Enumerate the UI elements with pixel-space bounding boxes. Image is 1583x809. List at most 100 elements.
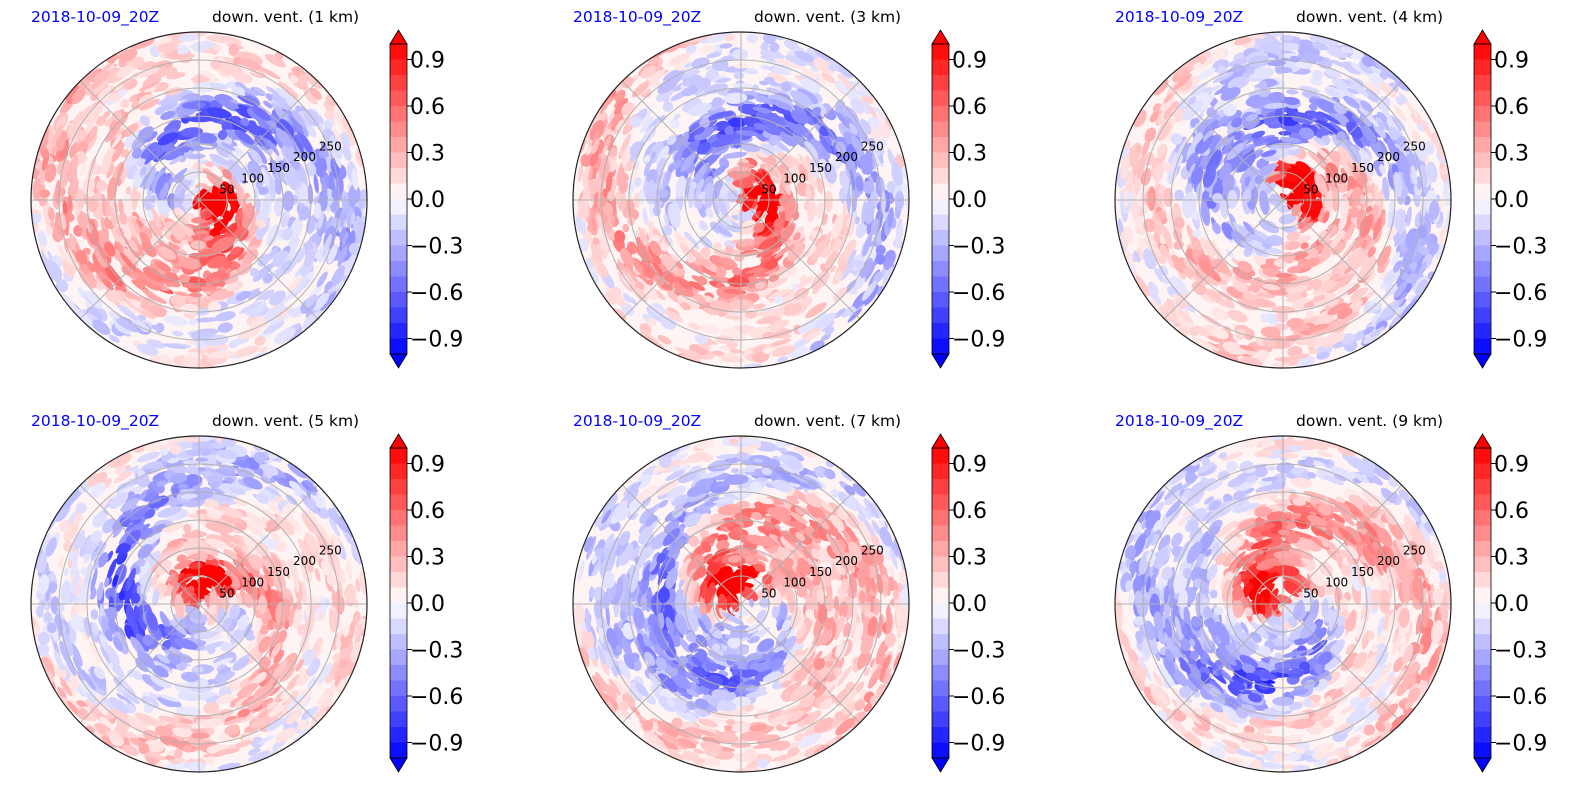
field-cell [715,266,727,278]
field-cell [659,263,668,273]
field-cell [1293,112,1314,121]
field-cell [307,677,317,690]
field-cell [605,171,613,195]
field-cell [634,177,642,187]
field-cell [150,207,162,229]
field-cell [815,312,837,330]
colorbar-segment [390,168,407,185]
field-cell [1160,95,1175,112]
field-cell [1239,165,1254,184]
field-cell [263,100,273,109]
field-cell [137,308,156,319]
field-cell [804,330,821,341]
field-cell [773,217,785,231]
field-cell [1258,89,1271,98]
field-cell [674,347,697,356]
field-cell [1216,351,1239,362]
field-cell [1298,318,1323,326]
angular-gridline [740,80,861,201]
field-cell [1155,210,1167,221]
field-cell [1343,95,1360,109]
field-cell [829,265,837,273]
field-cell [146,293,167,304]
field-cell [1205,288,1224,303]
field-cell [798,163,810,182]
panel-field-label: down. vent. (3 km) [754,8,902,26]
field-cell [1312,295,1325,302]
field-cell [37,230,48,247]
field-cell [267,139,280,156]
field-cell [819,135,833,154]
field-cell [280,689,292,702]
field-cell [207,332,216,338]
field-cell [299,182,309,208]
field-cell [667,135,677,145]
field-cell [824,326,835,335]
field-cell [1221,222,1235,240]
field-cell [757,221,775,237]
field-cell [230,246,241,256]
field-cell [1212,222,1221,235]
colorbar-segment [932,44,949,61]
field-cell [282,190,295,212]
field-cell [855,223,867,238]
field-cell [1286,290,1301,302]
colorbar-segment [932,199,949,216]
field-cell [1162,225,1173,250]
field-cell [714,225,733,238]
field-cell [741,197,754,212]
colorbar-extend-min [931,353,950,369]
field-cell [1313,292,1337,308]
field-cell [1325,162,1339,178]
field-cell [112,110,123,122]
field-cell [1218,272,1231,282]
field-cell [1346,121,1363,139]
field-cell [1123,190,1129,209]
field-cell [274,196,285,217]
colorbar-segment [390,106,407,123]
field-cell [863,199,875,224]
field-cell [863,261,877,283]
field-cell [258,217,271,240]
field-cell [1189,82,1208,97]
colorbar-segment [932,59,949,76]
field-cell [652,205,661,217]
field-cell [626,177,635,197]
field-cell [697,178,705,190]
field-cell [254,336,266,346]
field-cell [662,271,676,283]
field-cell [1205,239,1218,256]
field-cell [615,261,625,271]
field-cell [1251,239,1266,250]
field-cell [757,200,768,213]
field-cell [1161,161,1173,172]
field-cell [1170,133,1183,145]
field-cell [718,257,736,266]
field-cell [52,123,64,145]
field-cell [762,347,772,355]
field-cell [102,518,117,534]
field-cell [206,174,223,189]
field-cell [1152,163,1164,183]
field-cell [597,177,605,193]
field-cell [1337,272,1355,287]
field-cell [237,251,249,261]
radial-tick-label: 50 [1303,182,1318,196]
field-cell [1120,231,1128,250]
panel-date-label: 2018-10-09_20Z [573,8,702,26]
field-cell [1312,41,1329,51]
field-cell [831,214,844,240]
field-cell [93,247,109,270]
angular-gridline [198,199,319,320]
field-cell [275,87,290,100]
field-cell [114,83,124,91]
field-cell [725,315,743,320]
field-cell [680,151,697,172]
field-cell [75,502,87,514]
field-cell [96,115,107,127]
field-cell [876,254,886,265]
field-cell [1371,312,1384,323]
field-cell [295,696,312,714]
field-cell [613,97,629,116]
colorbar-tick-label: 0.3 [410,142,445,167]
